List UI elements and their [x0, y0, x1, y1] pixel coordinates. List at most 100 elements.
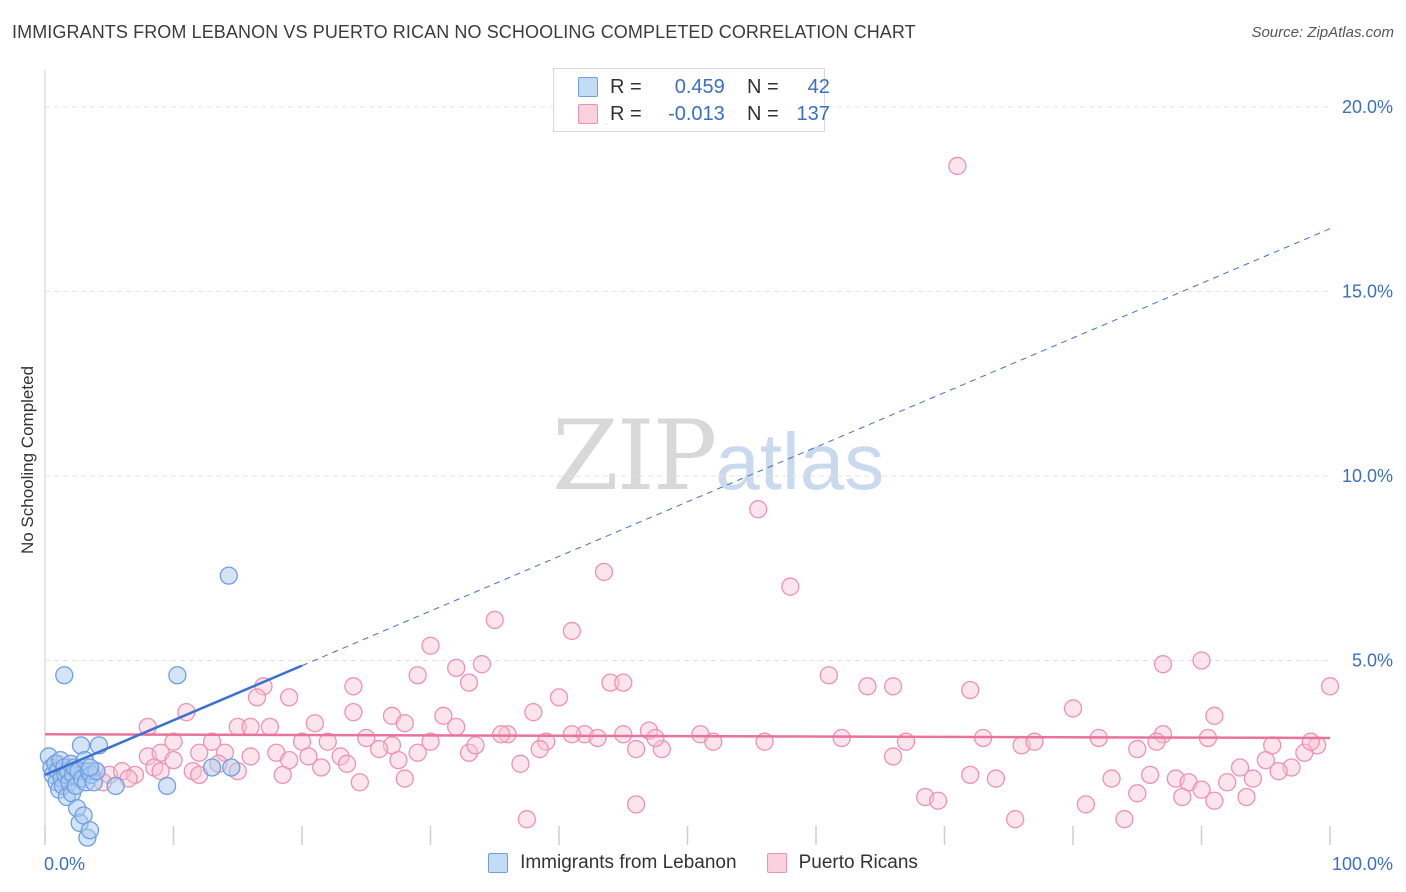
y-tick-label: 15.0% [1342, 281, 1393, 301]
puerto-rican-point [1115, 810, 1134, 829]
r-value: 0.459 [674, 75, 725, 98]
puerto-rican-point [819, 666, 838, 685]
puerto-rican-point [498, 725, 517, 744]
r-label: R = [610, 102, 642, 125]
y-tick-label: 10.0% [1342, 466, 1393, 486]
puerto-rican-point [1192, 651, 1211, 670]
puerto-rican-point [781, 577, 800, 596]
puerto-rican-point [562, 621, 581, 641]
n-label: N = [747, 102, 779, 125]
puerto-rican-point [1128, 784, 1147, 803]
n-value: 137 [796, 102, 830, 125]
puerto-rican-point [1237, 787, 1256, 807]
puerto-rican-point [447, 658, 466, 678]
lebanon-point [80, 821, 100, 840]
puerto-rican-point [408, 666, 427, 685]
puerto-rican-point [646, 728, 665, 748]
puerto-rican-point [986, 769, 1006, 788]
puerto-rican-point [408, 743, 427, 762]
n-label: N = [747, 75, 779, 98]
puerto-rican-point [549, 688, 569, 707]
puerto-rican-point [312, 758, 331, 777]
puerto-rican-point [1205, 791, 1224, 810]
puerto-rican-point [626, 739, 646, 759]
legend-swatch-lebanon [578, 77, 598, 97]
puerto-rican-point [337, 754, 357, 773]
puerto-rican-point [1243, 769, 1263, 788]
puerto-rican-point [299, 747, 318, 766]
puerto-rican-point [1063, 699, 1083, 718]
series-legend: Immigrants from Lebanon Puerto Ricans [0, 852, 1406, 874]
puerto-rican-point [1173, 787, 1192, 807]
watermark: ZIPatlas [552, 400, 884, 512]
puerto-rican-point [164, 732, 183, 751]
puerto-rican-point [961, 765, 980, 785]
puerto-rican-point [517, 810, 537, 829]
puerto-rican-point [511, 754, 530, 773]
puerto-rican-point [562, 725, 581, 744]
puerto-rican-point [331, 747, 350, 766]
y-tick-label: 5.0% [1352, 650, 1393, 670]
puerto-rican-point [961, 680, 980, 700]
puerto-rican-point [749, 500, 768, 519]
puerto-rican-point [1128, 739, 1147, 759]
puerto-rican-point [1025, 732, 1044, 751]
puerto-rican-point [395, 714, 414, 733]
puerto-rican-point [279, 688, 299, 707]
puerto-rican-point [883, 747, 903, 766]
puerto-rican-point [1102, 769, 1121, 788]
legend-swatch-lebanon [488, 853, 509, 873]
chart-title: IMMIGRANTS FROM LEBANON VS PUERTO RICAN … [12, 22, 916, 42]
legend-item-lebanon: Immigrants from Lebanon [488, 852, 737, 874]
puerto-rican-point [350, 773, 369, 792]
watermark-zip: ZIP [552, 400, 717, 512]
puerto-rican-point [344, 702, 363, 722]
puerto-rican-point [421, 636, 440, 655]
puerto-rican-point [858, 677, 877, 696]
puerto-rican-point [1263, 736, 1282, 755]
legend-label-puerto-ricans: Puerto Ricans [798, 852, 918, 873]
legend-row-puerto-ricans: R = -0.013 N = 137 [578, 102, 830, 126]
lebanon-point [222, 758, 241, 777]
puerto-rican-point [652, 739, 671, 759]
puerto-rican-point [588, 728, 607, 748]
puerto-rican-point [883, 677, 903, 696]
puerto-rican-point [601, 673, 620, 692]
legend-swatch-puerto-ricans [766, 853, 787, 873]
source-credit: Source: ZipAtlas.com [1251, 24, 1394, 41]
puerto-rican-point [357, 728, 376, 748]
puerto-rican-point [524, 702, 543, 722]
legend-swatch-puerto-ricans [578, 104, 598, 124]
puerto-rican-point [614, 673, 633, 692]
puerto-rican-point [1301, 732, 1320, 751]
lebanon-trendline-dashed [301, 228, 1331, 667]
puerto-rican-point [1140, 765, 1160, 785]
r-value: -0.013 [668, 102, 725, 125]
lebanon-point [219, 566, 238, 585]
n-value: 42 [807, 75, 830, 98]
puerto-rican-point [260, 717, 280, 737]
puerto-rican-trendline [44, 733, 1331, 740]
r-label: R = [610, 75, 642, 98]
puerto-rican-point [1205, 706, 1224, 725]
lebanon-point [157, 776, 177, 796]
puerto-rican-point [948, 156, 967, 176]
legend-row-lebanon: R = 0.459 N = 42 [578, 75, 830, 99]
puerto-rican-point [241, 747, 260, 766]
correlation-legend: R = 0.459 N = 42 R = -0.013 N = 137 [553, 68, 830, 132]
x-tick-label: 0.0% [44, 854, 85, 874]
puerto-rican-point [492, 725, 511, 744]
puerto-rican-point [421, 732, 440, 751]
puerto-rican-point [928, 791, 948, 810]
puerto-rican-point [305, 714, 325, 733]
puerto-rican-point [485, 610, 504, 630]
puerto-rican-point [202, 732, 222, 751]
y-axis-label-container: No Schooling Completed [0, 300, 56, 620]
puerto-rican-point [318, 732, 337, 751]
puerto-rican-point [447, 717, 466, 737]
y-tick-label: 20.0% [1342, 97, 1393, 117]
puerto-rican-point [190, 743, 209, 762]
puerto-rican-point [247, 688, 267, 707]
lebanon-point [55, 666, 74, 685]
